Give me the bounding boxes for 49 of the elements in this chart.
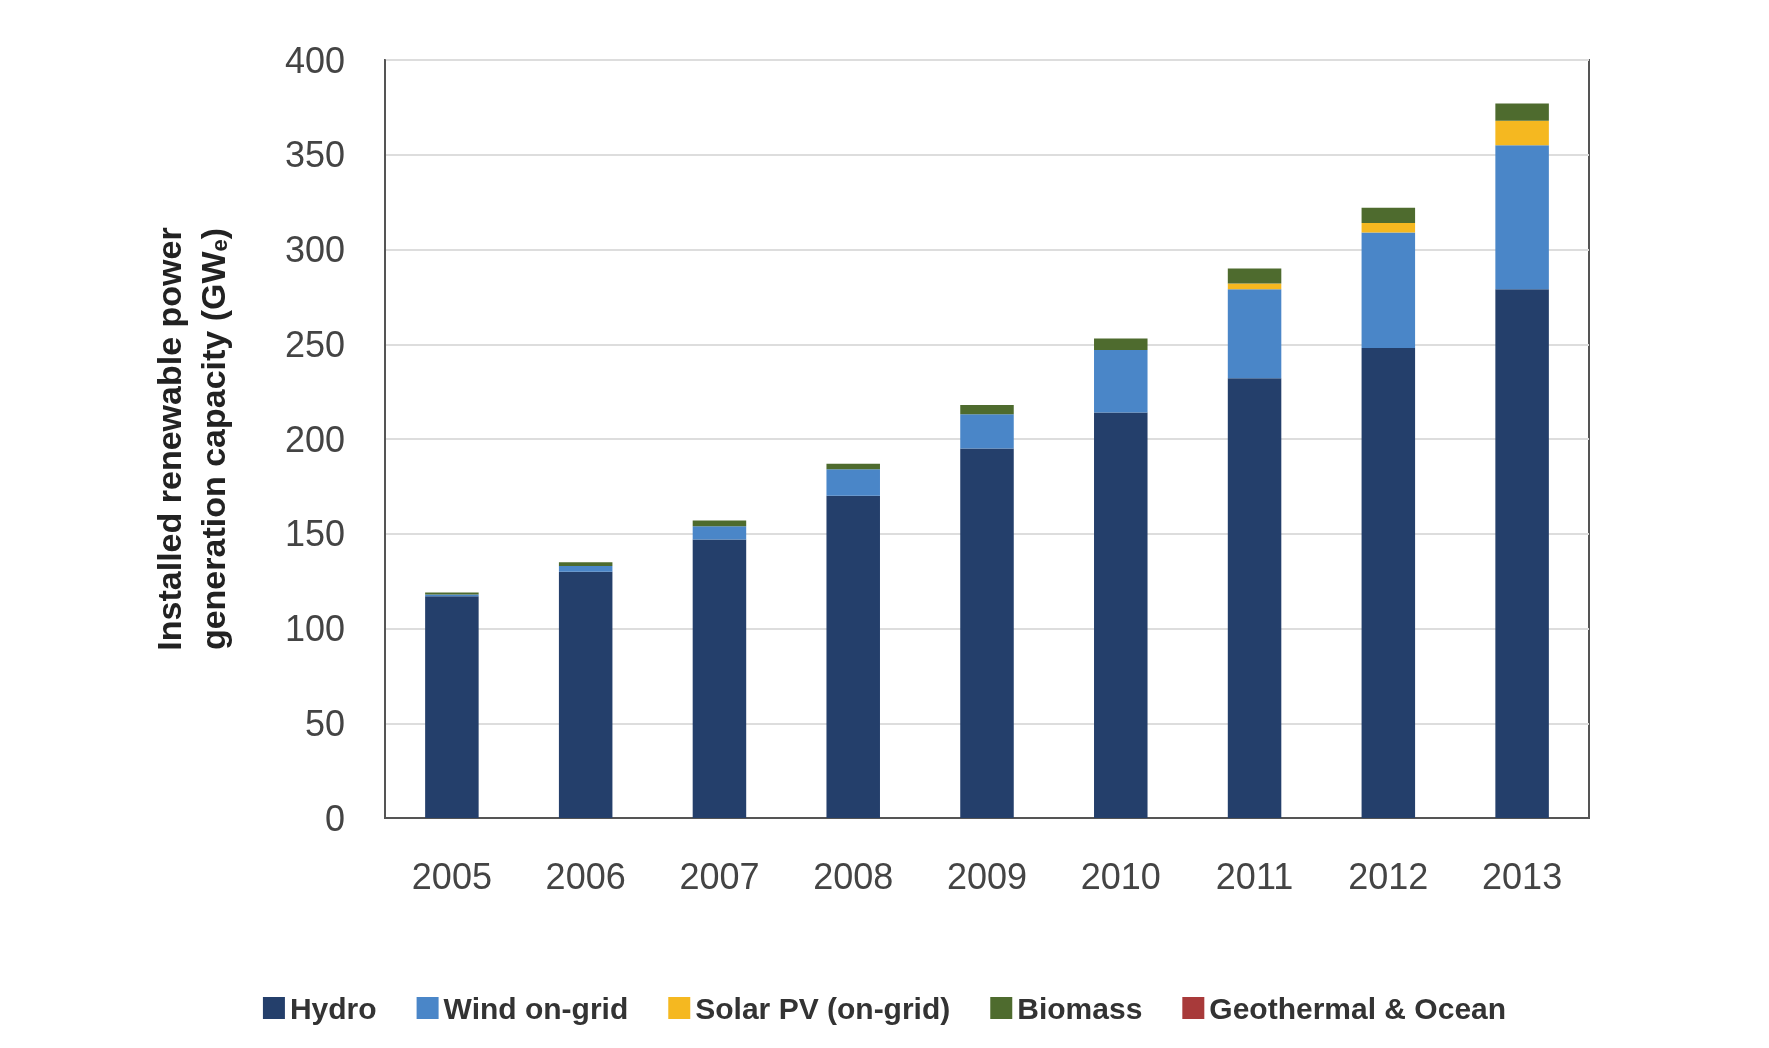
legend-label: Biomass bbox=[1017, 991, 1143, 1025]
bar bbox=[1361, 222, 1416, 233]
bar bbox=[1361, 207, 1416, 223]
y-tick-label: 150 bbox=[284, 513, 345, 555]
x-tick-label: 2006 bbox=[545, 855, 626, 897]
x-tick-label: 2013 bbox=[1482, 855, 1563, 897]
bar bbox=[692, 539, 747, 818]
bar bbox=[692, 520, 747, 527]
bar bbox=[1094, 412, 1148, 818]
y-tick-label: 300 bbox=[284, 229, 345, 270]
legend-label: Wind on-grid bbox=[443, 991, 629, 1025]
x-tick-label: 2010 bbox=[1080, 855, 1161, 897]
bar bbox=[558, 571, 613, 818]
bar bbox=[425, 596, 479, 818]
x-tick-label: 2012 bbox=[1348, 855, 1429, 897]
x-tick-label: 2005 bbox=[411, 855, 492, 897]
bar bbox=[1495, 103, 1549, 121]
bar bbox=[1495, 120, 1549, 146]
legend-label: Solar PV (on-grid) bbox=[695, 991, 951, 1025]
bar bbox=[1094, 338, 1148, 350]
bar bbox=[558, 565, 613, 572]
y-tick-label: 100 bbox=[284, 608, 345, 649]
bar bbox=[692, 526, 747, 540]
legend-label: Hydro bbox=[289, 991, 377, 1025]
bar bbox=[960, 404, 1014, 415]
bar bbox=[1361, 232, 1416, 349]
bar bbox=[1094, 349, 1148, 413]
bar bbox=[1361, 348, 1416, 818]
bar bbox=[1495, 145, 1549, 290]
bar bbox=[826, 469, 880, 496]
y-tick-label: 50 bbox=[304, 702, 345, 744]
y-tick-label: 0 bbox=[324, 797, 345, 839]
bar bbox=[1227, 289, 1282, 379]
x-tick-label: 2011 bbox=[1215, 855, 1294, 897]
bar bbox=[960, 414, 1014, 449]
bar bbox=[1495, 289, 1549, 818]
x-tick-label: 2007 bbox=[679, 855, 760, 897]
y-tick-label: 400 bbox=[284, 39, 345, 81]
bar bbox=[558, 562, 613, 566]
bar bbox=[1227, 378, 1282, 818]
legend-label: Geothermal & Ocean bbox=[1209, 991, 1507, 1025]
bar bbox=[960, 448, 1014, 818]
x-tick-label: 2008 bbox=[813, 855, 894, 897]
x-tick-label: 2009 bbox=[946, 855, 1028, 897]
bar bbox=[826, 495, 880, 818]
y-tick-label: 200 bbox=[284, 418, 345, 460]
y-tick-label: 350 bbox=[284, 134, 345, 176]
y-tick-label: 250 bbox=[284, 323, 345, 365]
bar bbox=[1227, 268, 1282, 284]
